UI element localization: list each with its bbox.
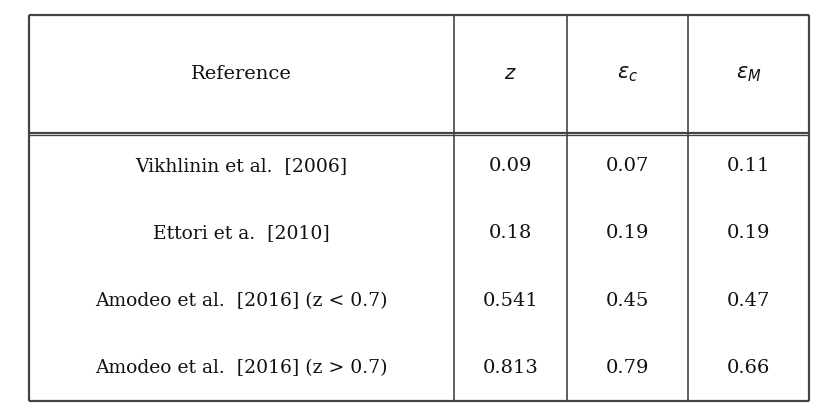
Text: $\varepsilon_M$: $\varepsilon_M$: [736, 64, 761, 84]
Text: 0.18: 0.18: [489, 224, 532, 243]
Text: 0.813: 0.813: [483, 359, 539, 377]
Text: 0.45: 0.45: [606, 292, 649, 310]
Text: 0.79: 0.79: [606, 359, 649, 377]
Text: $\varepsilon_c$: $\varepsilon_c$: [617, 64, 638, 84]
Text: 0.66: 0.66: [727, 359, 770, 377]
Text: Amodeo et al.  [2016] (z < 0.7): Amodeo et al. [2016] (z < 0.7): [96, 292, 388, 310]
Text: 0.07: 0.07: [606, 157, 649, 175]
Text: 0.11: 0.11: [727, 157, 770, 175]
Text: Ettori et a.  [2010]: Ettori et a. [2010]: [153, 224, 330, 243]
Text: Vikhlinin et al.  [2006]: Vikhlinin et al. [2006]: [136, 157, 348, 175]
Text: Reference: Reference: [191, 64, 292, 82]
Text: 0.541: 0.541: [483, 292, 539, 310]
Text: 0.19: 0.19: [727, 224, 770, 243]
Text: $z$: $z$: [504, 64, 517, 83]
Text: 0.19: 0.19: [606, 224, 649, 243]
Text: 0.47: 0.47: [727, 292, 770, 310]
Text: 0.09: 0.09: [489, 157, 532, 175]
Text: Amodeo et al.  [2016] (z > 0.7): Amodeo et al. [2016] (z > 0.7): [96, 359, 388, 377]
